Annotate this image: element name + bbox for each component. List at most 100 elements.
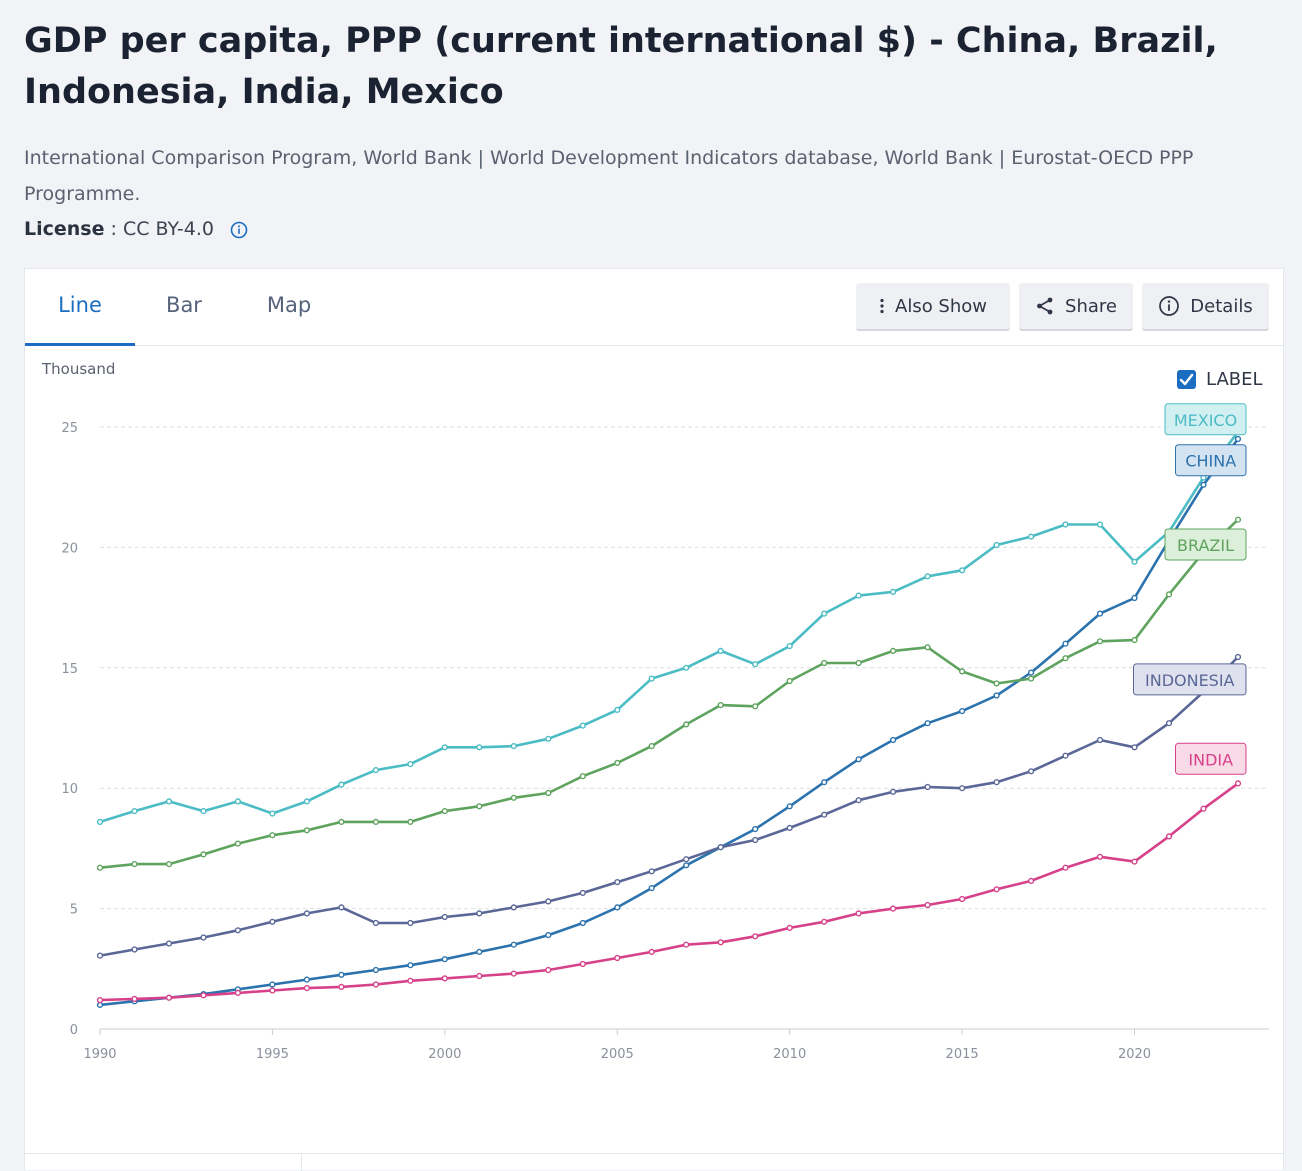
data-point bbox=[234, 927, 242, 934]
data-point bbox=[441, 956, 448, 963]
series-brazil bbox=[96, 516, 1242, 871]
data-point bbox=[1062, 640, 1069, 647]
series-label-mexico: MEXICO bbox=[1164, 403, 1247, 436]
tab-map[interactable]: Map bbox=[266, 293, 312, 317]
data-point bbox=[717, 844, 724, 851]
tab-bar[interactable]: Bar bbox=[166, 293, 202, 317]
data-point bbox=[821, 779, 828, 786]
data-point bbox=[889, 647, 897, 655]
data-point bbox=[579, 889, 586, 897]
data-point bbox=[1234, 516, 1242, 523]
data-point bbox=[786, 824, 793, 832]
data-point bbox=[407, 919, 414, 927]
details-button[interactable]: Details bbox=[1142, 283, 1269, 331]
label-checkbox[interactable] bbox=[1177, 370, 1196, 389]
data-point bbox=[131, 808, 138, 815]
series-label-text: CHINA bbox=[1185, 452, 1236, 471]
data-point bbox=[441, 808, 448, 815]
series-line-brazil bbox=[98, 518, 1240, 870]
data-point bbox=[786, 677, 793, 685]
data-point bbox=[958, 895, 966, 903]
data-point bbox=[648, 868, 655, 875]
data-point bbox=[1131, 858, 1138, 865]
axes: 0 5 10 15 20 25 1990 1995 2000 2005 2010 2015 2020 bbox=[61, 421, 1269, 1062]
data-point bbox=[958, 708, 966, 715]
check-icon bbox=[1179, 373, 1194, 386]
data-point bbox=[614, 954, 621, 962]
data-point bbox=[1062, 655, 1069, 662]
data-point bbox=[1131, 594, 1138, 602]
data-point bbox=[993, 680, 1000, 687]
data-point bbox=[1062, 864, 1069, 871]
data-point bbox=[958, 567, 966, 574]
data-point bbox=[303, 984, 311, 992]
data-point bbox=[234, 989, 242, 997]
data-point bbox=[889, 588, 897, 596]
data-point bbox=[958, 668, 966, 675]
data-point bbox=[96, 952, 104, 959]
series-line-indonesia bbox=[98, 655, 1240, 957]
data-point bbox=[752, 826, 759, 833]
series-label-india: INDIA bbox=[1175, 742, 1247, 775]
data-point bbox=[1027, 669, 1035, 676]
also-show-button[interactable]: Also Show bbox=[856, 283, 1010, 331]
data-point bbox=[476, 948, 483, 956]
series-label-box bbox=[1133, 663, 1247, 696]
tab-line[interactable]: Line bbox=[25, 269, 135, 346]
data-point bbox=[889, 788, 897, 795]
data-point bbox=[1027, 675, 1035, 682]
data-point bbox=[855, 659, 862, 667]
series-label-box bbox=[1164, 403, 1247, 436]
info-icon[interactable] bbox=[230, 221, 248, 239]
data-point bbox=[1062, 752, 1069, 759]
series-line-india bbox=[98, 782, 1240, 1002]
data-point bbox=[96, 1001, 104, 1009]
series-label-indonesia: INDONESIA bbox=[1133, 663, 1247, 696]
data-point bbox=[303, 976, 311, 983]
line-chart: Thousand LABEL 0 5 10 15 20 25 1990 1995 2000 200… bbox=[41, 360, 1269, 1062]
source-text: International Comparison Program, World … bbox=[24, 147, 1194, 205]
data-point bbox=[1165, 720, 1173, 727]
data-point bbox=[338, 904, 345, 911]
vertical-dots-icon bbox=[880, 298, 884, 314]
data-point bbox=[752, 661, 759, 668]
data-point bbox=[717, 939, 724, 946]
also-show-label: Also Show bbox=[895, 295, 987, 317]
data-point bbox=[924, 901, 931, 909]
data-point bbox=[1096, 610, 1104, 617]
card-footer-divider bbox=[25, 1153, 1283, 1154]
data-point bbox=[441, 744, 448, 751]
data-point bbox=[924, 573, 931, 580]
series-mexico bbox=[96, 428, 1242, 826]
series-label-box bbox=[1164, 528, 1247, 561]
data-point bbox=[545, 931, 552, 939]
label-toggle[interactable]: LABEL bbox=[1177, 369, 1263, 390]
data-point bbox=[648, 743, 655, 750]
data-point bbox=[165, 940, 173, 947]
data-point bbox=[372, 966, 380, 974]
data-point bbox=[545, 898, 552, 905]
license-value: CC BY-4.0 bbox=[122, 218, 214, 240]
series-label-brazil: BRAZIL bbox=[1164, 528, 1247, 561]
page-title: GDP per capita, PPP (current internation… bbox=[24, 21, 1218, 112]
series-labels: MEXICO CHINA BRAZIL INDONESIA INDIA bbox=[1133, 403, 1247, 775]
data-point bbox=[303, 827, 311, 834]
chart-type-tabs: Line Bar Map Also Show Share bbox=[25, 269, 1283, 346]
share-button[interactable]: Share bbox=[1019, 283, 1133, 331]
data-point bbox=[855, 910, 862, 917]
data-point bbox=[545, 735, 552, 742]
data-point bbox=[476, 744, 483, 751]
data-point bbox=[200, 992, 207, 999]
data-point bbox=[372, 767, 380, 774]
data-point bbox=[648, 675, 655, 682]
data-point bbox=[338, 983, 345, 991]
y-tick-label: 10 bbox=[61, 782, 78, 797]
data-point bbox=[683, 856, 690, 863]
data-point bbox=[752, 836, 759, 844]
license-row: License : CC BY-4.0 bbox=[24, 218, 248, 240]
data-point bbox=[889, 905, 897, 912]
data-point bbox=[648, 884, 655, 892]
data-point bbox=[821, 610, 828, 617]
data-point bbox=[1131, 744, 1138, 751]
data-point bbox=[441, 913, 448, 921]
